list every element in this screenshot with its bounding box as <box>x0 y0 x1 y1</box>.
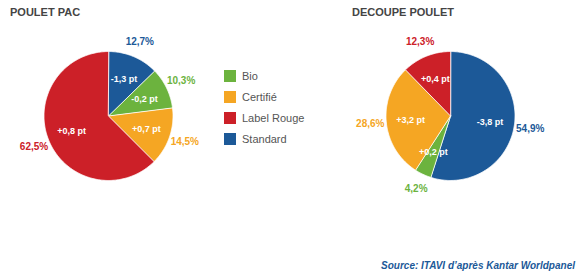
html-text:Certifié: Certifié <box>242 91 277 103</box>
svg-text:+0,2 pt: +0,2 pt <box>419 147 448 157</box>
html-text:POULET PAC: POULET PAC <box>10 6 81 18</box>
svg-text:10,3%: 10,3% <box>167 75 195 86</box>
svg-text:28,6%: 28,6% <box>356 118 384 129</box>
svg-text:14,5%: 14,5% <box>171 136 199 147</box>
svg-text:-1,3 pt: -1,3 pt <box>111 74 138 84</box>
html-text:Source: ITAVI d’après Kantar W: Source: ITAVI d’après Kantar Worldpanel <box>381 260 575 271</box>
html-text:DECOUPE POULET: DECOUPE POULET <box>352 6 455 18</box>
svg-text:-3,8 pt: -3,8 pt <box>477 117 504 127</box>
svg-text:62,5%: 62,5% <box>20 141 48 152</box>
svg-text:+3,2 pt: +3,2 pt <box>396 115 425 125</box>
svg-text:+0,4 pt: +0,4 pt <box>421 74 450 84</box>
svg-text:12,3%: 12,3% <box>406 36 434 47</box>
svg-text:+0,7 pt: +0,7 pt <box>132 124 161 134</box>
svg-text:54,9%: 54,9% <box>516 123 544 134</box>
svg-text:-0,2 pt: -0,2 pt <box>131 94 158 104</box>
html-text:Standard: Standard <box>242 133 287 145</box>
svg-text:4,2%: 4,2% <box>405 183 428 194</box>
svg-text:+0,8 pt: +0,8 pt <box>57 126 86 136</box>
svg-text:12,7%: 12,7% <box>126 36 154 47</box>
html-text:Label Rouge: Label Rouge <box>242 112 305 124</box>
html-text:Bio: Bio <box>242 70 258 82</box>
